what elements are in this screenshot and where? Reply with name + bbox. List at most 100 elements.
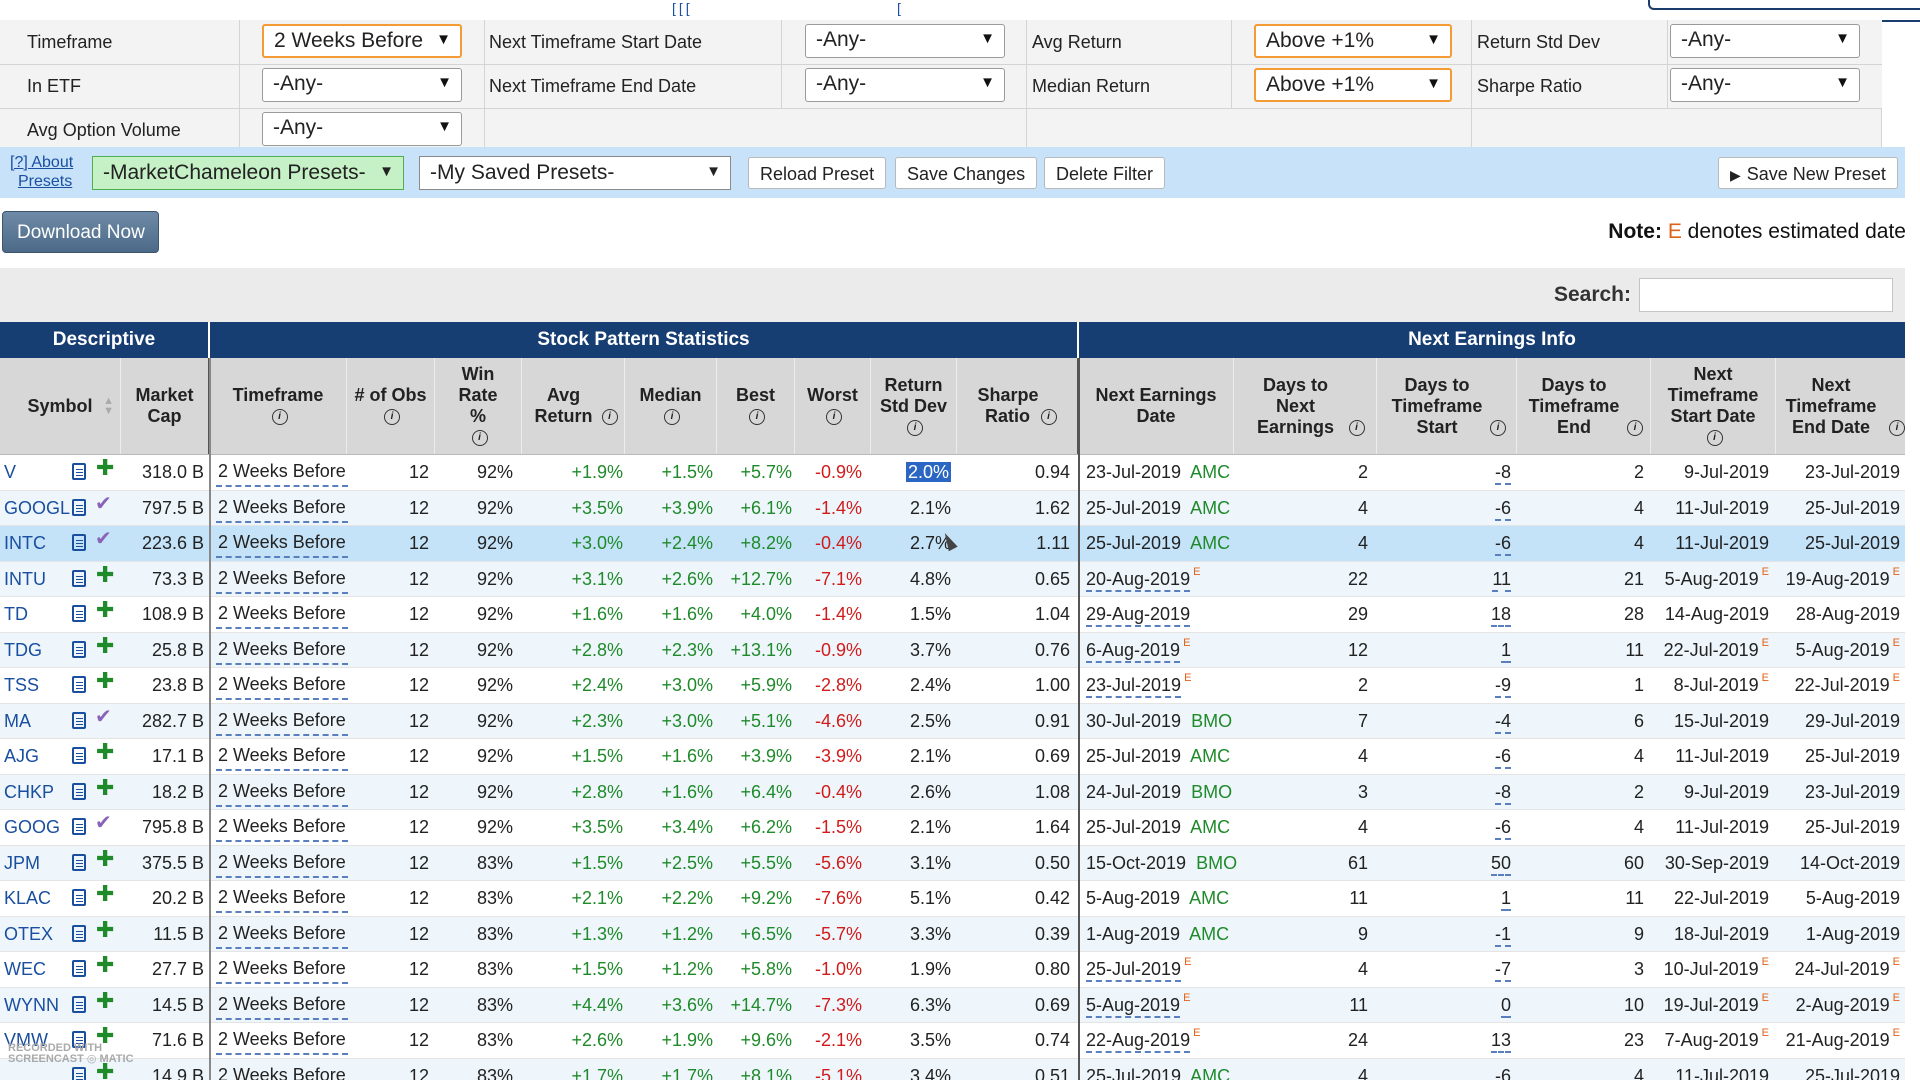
check-icon[interactable]: ✔ [95,492,112,515]
document-icon[interactable] [72,782,86,800]
col-next-earnings-date[interactable]: Next Earnings Date [1079,358,1234,454]
symbol-link[interactable]: INTU [4,568,46,589]
table-row[interactable]: WEC ✚ 27.7 B 2 Weeks Before 12 83% +1.5% +1.2% +… [0,952,1905,988]
info-icon[interactable]: i [748,409,765,426]
document-icon[interactable] [72,1066,86,1080]
document-icon[interactable] [72,1031,86,1048]
info-icon[interactable]: i [471,430,488,447]
col-best[interactable]: Best i [717,358,795,454]
add-icon[interactable]: ✚ [96,739,115,764]
document-icon[interactable] [72,676,86,693]
document-icon[interactable] [72,853,86,871]
symbol-link[interactable]: KLAC [4,888,52,908]
delete-filter-button[interactable]: Delete Filter [1044,157,1166,189]
add-icon[interactable]: ✚ [96,916,115,942]
document-icon[interactable] [72,924,86,942]
table-row[interactable]: MA ✔ 282.7 B 2 Weeks Before 12 92% +2.3% +3.0% +… [0,703,1905,739]
symbol-link[interactable]: MA [4,710,31,731]
table-row[interactable]: ✚ 14.9 B 2 Weeks Before 12 83% +1.7% +1.7% +8.1… [0,1058,1905,1080]
table-row[interactable]: OTEX ✚ 11.5 B 2 Weeks Before 12 83% +1.3% +1.2%… [0,916,1905,952]
document-icon[interactable] [72,569,86,587]
timeframe-link[interactable]: 2 Weeks Before [216,885,348,913]
symbol-link[interactable]: TD [4,604,28,624]
top-search-box[interactable] [1648,0,1920,10]
info-icon[interactable]: i [383,409,400,426]
add-icon[interactable]: ✚ [96,632,115,658]
symbol-link[interactable]: GOOGL [4,497,71,518]
col-sharpe-ratio[interactable]: Sharpe Ratio i [957,358,1079,454]
symbol-link[interactable]: AJG [4,746,40,766]
info-icon[interactable]: i [907,419,923,436]
table-row[interactable]: KLAC ✚ 20.2 B 2 Weeks Before 12 83% +2.1% +2.2%… [0,881,1905,917]
timeframe-link[interactable]: 2 Weeks Before [216,1063,348,1080]
symbol-link[interactable]: OTEX [4,923,54,944]
col-market-cap[interactable]: Market Cap [121,358,210,454]
info-icon[interactable]: i [1627,419,1643,436]
symbol-link[interactable]: CHKP [4,781,55,802]
sharpe-select[interactable]: -Any- ▼ [1670,68,1860,102]
timeframe-link[interactable]: 2 Weeks Before [216,1027,348,1055]
table-row[interactable]: WYNN ✚ 14.5 B 2 Weeks Before 12 83% +4.4% +3.6%… [0,987,1905,1023]
symbol-link[interactable]: VMW [4,1030,48,1050]
timeframe-link[interactable]: 2 Weeks Before [216,708,348,736]
symbol-link[interactable]: TDG [4,639,42,660]
col-days-timeframe-end[interactable]: Days to Timeframe End i [1517,358,1651,454]
table-row[interactable]: CHKP ✚ 18.2 B 2 Weeks Before 12 92% +2.8% +1.6%… [0,774,1905,810]
next-start-select[interactable]: -Any- ▼ [805,24,1005,58]
timeframe-link[interactable]: 2 Weeks Before [216,779,348,807]
col-next-timeframe-end[interactable]: Next Timeframe End Date i [1776,358,1905,454]
col-days-next-earnings[interactable]: Days to Next Earnings i [1234,358,1377,454]
info-icon[interactable]: i [1706,430,1723,447]
table-row[interactable]: JPM ✚ 375.5 B 2 Weeks Before 12 83% +1.5% +2.5%… [0,845,1905,881]
add-icon[interactable]: ✚ [96,987,115,1013]
timeframe-link[interactable]: 2 Weeks Before [216,459,348,487]
timeframe-link[interactable]: 2 Weeks Before [216,601,348,629]
add-icon[interactable]: ✚ [96,845,115,871]
col-win-rate[interactable]: Win Rate % i [435,358,522,454]
save-new-preset-button[interactable]: ▶ Save New Preset [1718,157,1898,189]
document-icon[interactable] [72,640,86,658]
table-row[interactable]: GOOG ✔ 795.8 B 2 Weeks Before 12 92% +3.5% +3.4… [0,810,1905,846]
add-icon[interactable]: ✚ [96,1023,115,1048]
timeframe-link[interactable]: 2 Weeks Before [216,814,348,842]
symbol-link[interactable]: TSS [4,675,40,695]
col-days-timeframe-start[interactable]: Days to Timeframe Start i [1377,358,1517,454]
check-icon[interactable]: ✔ [95,528,112,550]
document-icon[interactable] [72,995,86,1013]
table-row[interactable]: AJG ✚ 17.1 B 2 Weeks Before 12 92% +1.5% +1.6% +… [0,739,1905,775]
table-row[interactable]: GOOGL ✔ 797.5 B 2 Weeks Before 12 92% +3.5% +3.… [0,490,1905,526]
col-next-timeframe-start[interactable]: Next Timeframe Start Date i [1651,358,1776,454]
timeframe-link[interactable]: 2 Weeks Before [216,850,348,878]
table-row[interactable]: INTU ✚ 73.3 B 2 Weeks Before 12 92% +3.1% +2.6%… [0,561,1905,597]
download-now-button[interactable]: Download Now [2,211,159,253]
document-icon[interactable] [72,711,86,729]
symbol-link[interactable]: WEC [4,959,46,979]
symbol-link[interactable]: JPM [4,852,40,873]
my-saved-presets-select[interactable]: -My Saved Presets- ▼ [419,156,731,190]
info-icon[interactable]: i [1889,419,1905,436]
timeframe-link[interactable]: 2 Weeks Before [216,956,348,984]
save-changes-button[interactable]: Save Changes [895,157,1038,189]
document-icon[interactable] [72,463,86,480]
table-row[interactable]: VMW ✚ 71.6 B 2 Weeks Before 12 83% +2.6% +1.9% +… [0,1023,1905,1059]
col-return-std-dev[interactable]: Return Std Dev i [871,358,957,454]
return-std-select[interactable]: -Any- ▼ [1670,24,1860,58]
col-symbol[interactable]: Symbol ▲ ▼ [0,358,121,454]
add-icon[interactable]: ✚ [96,1058,115,1080]
timeframe-link[interactable]: 2 Weeks Before [216,566,348,594]
document-icon[interactable] [72,605,86,622]
info-icon[interactable]: i [601,409,618,426]
timeframe-link[interactable]: 2 Weeks Before [216,530,348,558]
document-icon[interactable] [72,889,86,906]
median-return-select[interactable]: Above +1% ▼ [1254,68,1452,102]
document-icon[interactable] [72,818,86,835]
add-icon[interactable]: ✚ [96,455,115,480]
info-icon[interactable]: i [1348,419,1365,436]
marketchameleon-presets-select[interactable]: -MarketChameleon Presets- ▼ [92,156,404,190]
add-icon[interactable]: ✚ [96,597,115,622]
about-presets-link[interactable]: [?] About Presets [10,154,74,190]
timeframe-link[interactable]: 2 Weeks Before [216,921,348,949]
table-row[interactable]: TDG ✚ 25.8 B 2 Weeks Before 12 92% +2.8% +2.3% +… [0,632,1905,668]
document-icon[interactable] [72,960,86,977]
